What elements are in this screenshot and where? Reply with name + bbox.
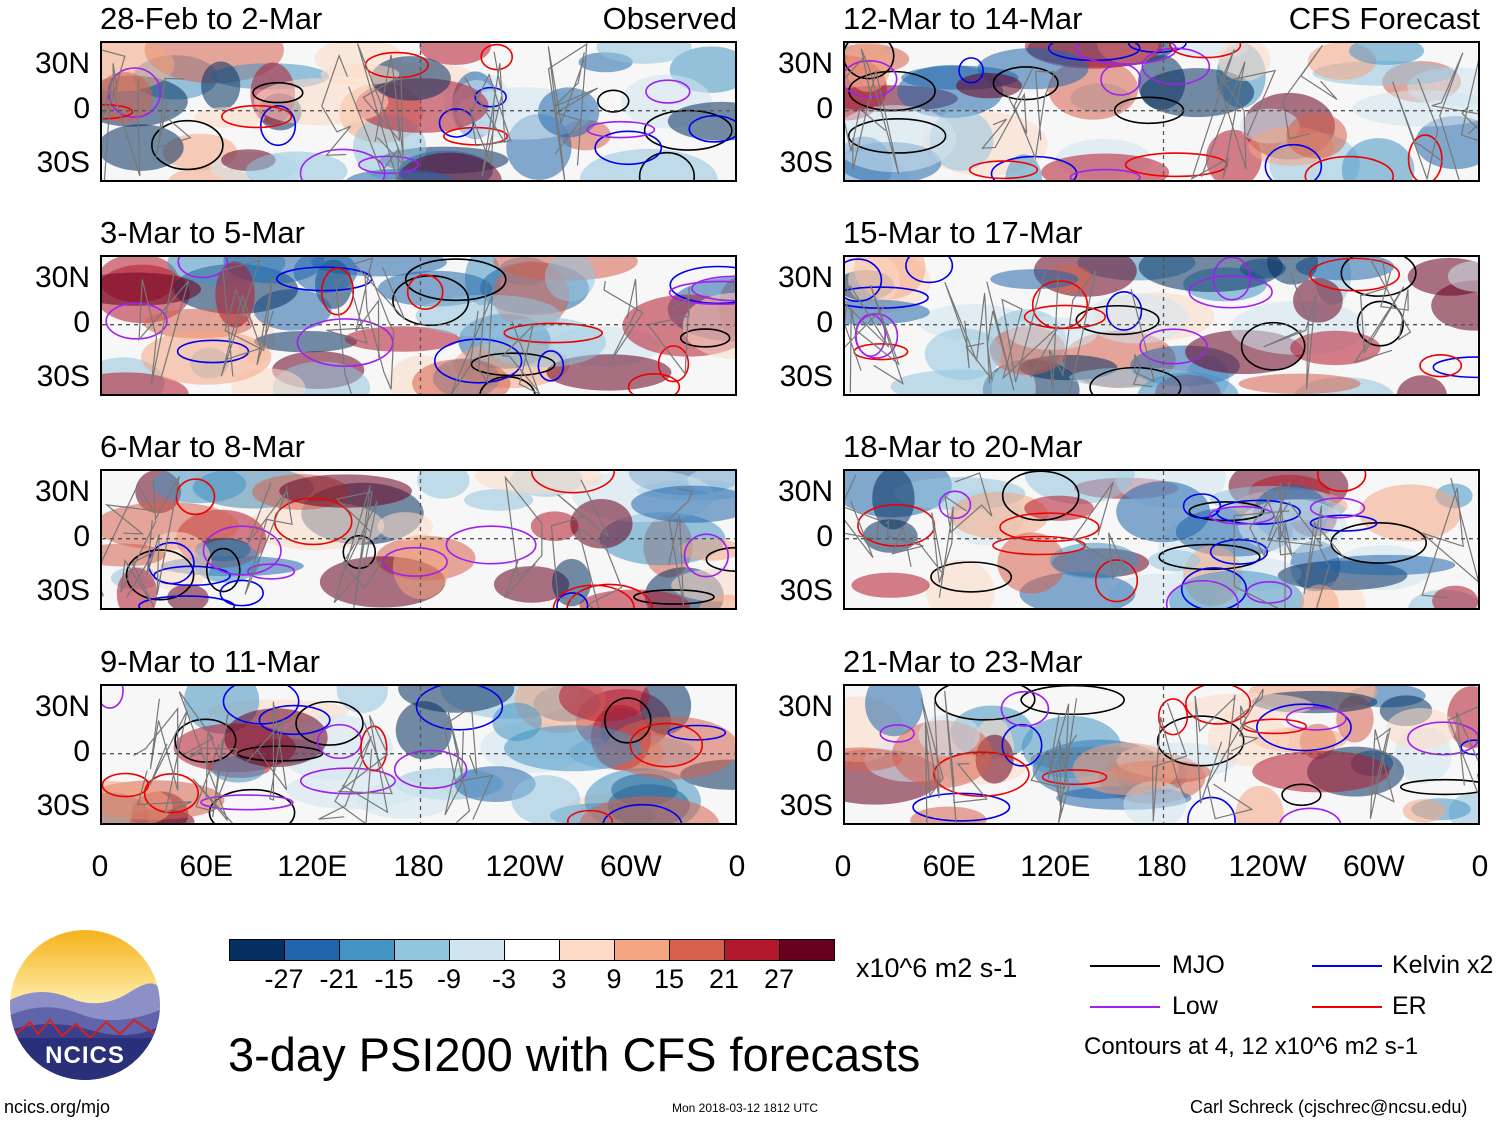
map-panel [100, 684, 737, 825]
lat-label: 30N [777, 261, 833, 294]
lat-label: 0 [73, 92, 90, 125]
colorbar-tick-label: 3 [551, 964, 567, 994]
lon-label: 0 [1471, 850, 1489, 883]
lat-label: 0 [816, 520, 833, 553]
colorbar-units: x10^6 m2 s-1 [856, 953, 1018, 983]
colorbar-swatch [724, 939, 780, 961]
lon-label: 120E [1020, 850, 1091, 883]
colorbar-swatch [449, 939, 505, 961]
panel-title: 18-Mar to 20-Mar [843, 429, 1083, 464]
legend-er: ER [1392, 992, 1427, 1020]
lat-label: 30S [779, 789, 833, 822]
colorbar-tick-label: 27 [763, 964, 795, 994]
map-panel [100, 41, 737, 182]
mjo-line-icon [1090, 965, 1160, 967]
map-panel [843, 41, 1480, 182]
lat-label: 30N [34, 475, 90, 508]
er-line-icon [1312, 1006, 1382, 1008]
colorbar-swatch [284, 939, 340, 961]
lon-label: 120W [485, 850, 564, 883]
map-panel [843, 255, 1480, 396]
map-panel [843, 469, 1480, 610]
colorbar-swatch [229, 939, 285, 961]
lat-label: 30S [779, 146, 833, 179]
colorbar-tick-label: -15 [374, 964, 414, 994]
colorbar-tick-label: -21 [319, 964, 359, 994]
colorbar-tick-label: -9 [436, 964, 462, 994]
colorbar-swatch [504, 939, 560, 961]
lon-label: 180 [1136, 850, 1187, 883]
panel-title: 6-Mar to 8-Mar [100, 429, 305, 464]
colorbar-tick-label: 9 [606, 964, 622, 994]
colorbar-swatch [669, 939, 725, 961]
lat-label: 0 [816, 92, 833, 125]
column-label: Observed [602, 1, 737, 36]
lat-label: 30N [34, 690, 90, 723]
legend-mjo: MJO [1172, 951, 1225, 979]
lat-label: 30N [777, 475, 833, 508]
map-panel [100, 469, 737, 610]
map-panel [100, 255, 737, 396]
lat-label: 30N [34, 47, 90, 80]
legend-kelvin: Kelvin x2 [1392, 951, 1494, 979]
ncics-logo: NCICS [10, 930, 160, 1080]
map-panel [843, 684, 1480, 825]
low-line-icon [1090, 1006, 1160, 1008]
footer-timestamp: Mon 2018-03-12 1812 UTC [672, 1101, 819, 1115]
colorbar-swatch [779, 939, 835, 961]
lat-label: 30N [34, 261, 90, 294]
lon-label: 180 [393, 850, 444, 883]
figure-title: 3-day PSI200 with CFS forecasts [228, 1028, 921, 1081]
colorbar-swatch [614, 939, 670, 961]
lat-label: 30S [779, 574, 833, 607]
kelvin-line-icon [1312, 965, 1382, 967]
footer-credit: Carl Schreck (cjschrec@ncsu.edu) [1190, 1097, 1468, 1117]
panel-title: 15-Mar to 17-Mar [843, 215, 1083, 250]
lat-label: 0 [73, 735, 90, 768]
colorbar-tick-label: 15 [653, 964, 685, 994]
lon-label: 120E [277, 850, 348, 883]
lat-label: 30S [36, 146, 90, 179]
panel-title: 28-Feb to 2-Mar [100, 1, 323, 36]
lat-label: 0 [73, 520, 90, 553]
column-label: CFS Forecast [1288, 1, 1480, 36]
panel-title: 9-Mar to 11-Mar [100, 644, 320, 679]
contours-note: Contours at 4, 12 x10^6 m2 s-1 [1084, 1033, 1419, 1060]
lat-label: 0 [73, 306, 90, 339]
lon-label: 60E [922, 850, 976, 883]
colorbar-tick-label: -3 [491, 964, 517, 994]
legend-low: Low [1172, 992, 1218, 1020]
lat-label: 30N [777, 47, 833, 80]
colorbar-swatch [339, 939, 395, 961]
lon-label: 60W [1342, 850, 1405, 883]
lon-label: 0 [91, 850, 109, 883]
lon-label: 120W [1228, 850, 1307, 883]
lon-label: 60E [179, 850, 233, 883]
panel-title: 21-Mar to 23-Mar [843, 644, 1083, 679]
lat-label: 30S [36, 360, 90, 393]
lat-label: 0 [816, 735, 833, 768]
colorbar-tick-label: 21 [708, 964, 740, 994]
lat-label: 0 [816, 306, 833, 339]
colorbar-swatch [559, 939, 615, 961]
lat-label: 30S [36, 574, 90, 607]
panel-title: 12-Mar to 14-Mar [843, 1, 1083, 36]
lon-label: 60W [599, 850, 662, 883]
panel-title: 3-Mar to 5-Mar [100, 215, 305, 250]
lat-label: 30S [779, 360, 833, 393]
lon-label: 0 [728, 850, 746, 883]
colorbar-tick-label: -27 [264, 964, 304, 994]
logo-text: NCICS [45, 1042, 125, 1069]
lon-label: 0 [834, 850, 852, 883]
lat-label: 30N [777, 690, 833, 723]
lat-label: 30S [36, 789, 90, 822]
colorbar-swatch [394, 939, 450, 961]
footer-url[interactable]: ncics.org/mjo [4, 1097, 111, 1117]
